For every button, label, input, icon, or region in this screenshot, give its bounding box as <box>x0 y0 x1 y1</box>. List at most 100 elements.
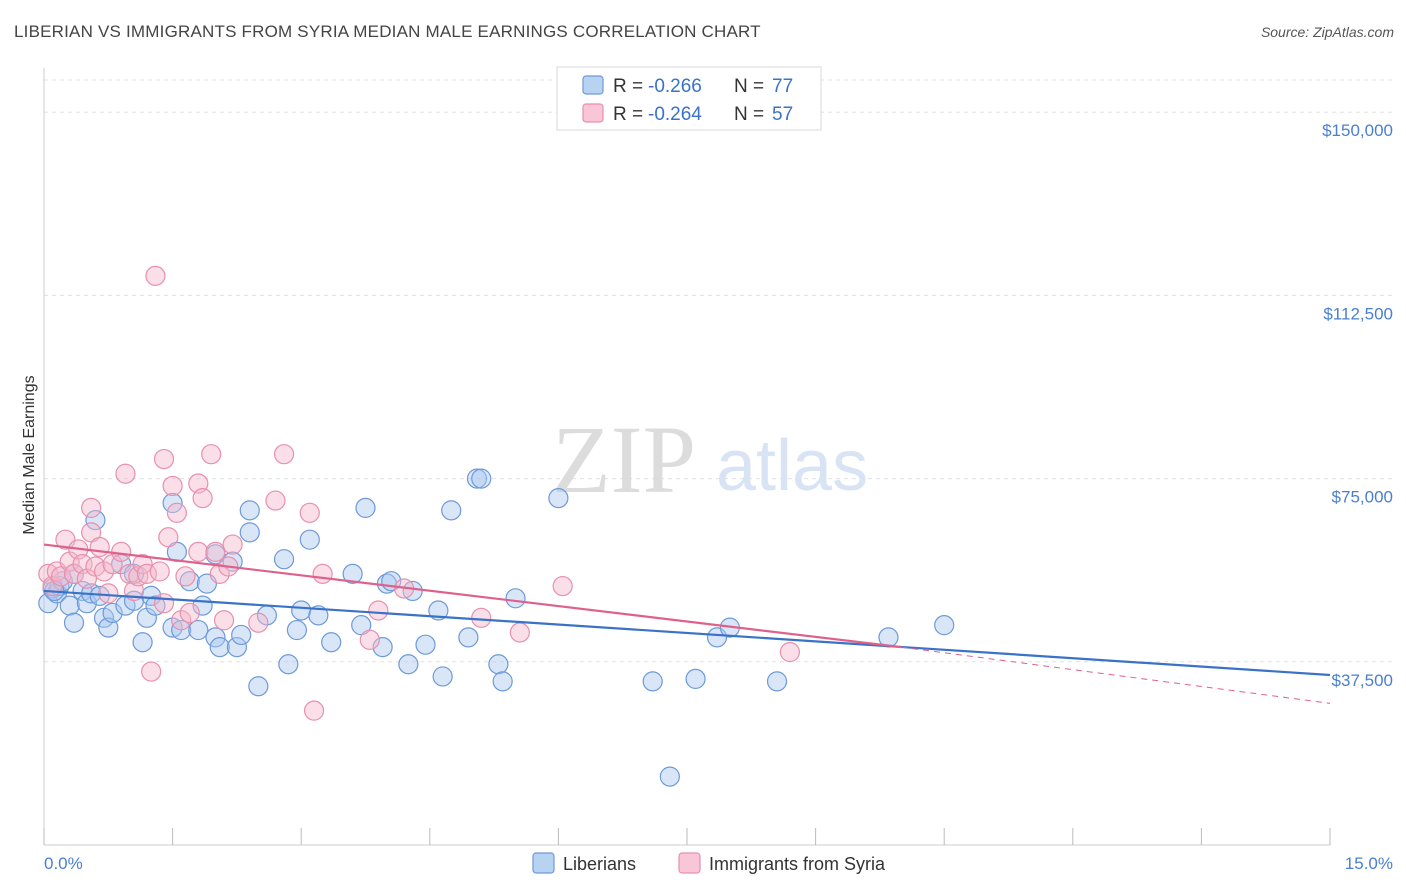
legend-swatch-pink <box>582 103 604 123</box>
y-axis-title: Median Male Earnings <box>21 375 38 534</box>
point-liberians-5 <box>59 595 80 616</box>
point-liberians-19 <box>132 632 153 653</box>
point-syria-37 <box>201 444 222 465</box>
chart-title: LIBERIAN VS IMMIGRANTS FROM SYRIA MEDIAN… <box>14 22 761 41</box>
point-liberians-7 <box>63 612 85 633</box>
point-liberians-32 <box>205 627 226 648</box>
y-tick-label-1: $75,000 <box>1332 488 1393 507</box>
point-syria-56 <box>145 265 166 286</box>
point-liberians-36 <box>231 624 252 646</box>
point-syria-29 <box>162 475 183 497</box>
y-tick-label-2: $112,500 <box>1323 304 1393 323</box>
point-syria-43 <box>248 612 269 633</box>
point-liberians-23 <box>162 492 183 514</box>
trend-extension-syria <box>901 646 1331 704</box>
point-liberians-11 <box>85 510 106 531</box>
point-liberians-66 <box>548 488 569 509</box>
point-liberians-45 <box>299 529 320 550</box>
legend-n-label-2: N = <box>734 104 764 125</box>
point-syria-27 <box>153 593 175 614</box>
legend-r-label-2: R = <box>613 104 643 125</box>
point-liberians-37 <box>239 522 260 543</box>
point-syria-10 <box>81 497 102 519</box>
watermark-atlas: atlas <box>716 426 868 506</box>
point-syria-32 <box>175 566 196 587</box>
point-liberians-35 <box>226 637 247 658</box>
point-syria-21 <box>128 566 149 587</box>
point-syria-14 <box>93 561 115 582</box>
point-syria-45 <box>273 444 295 465</box>
series-immigrants-from-syria <box>38 265 800 721</box>
point-syria-36 <box>192 488 213 509</box>
grid-lines <box>44 79 1395 663</box>
trend-line-syria <box>43 543 902 649</box>
point-syria-31 <box>171 610 192 631</box>
trend-lines <box>43 543 1331 704</box>
point-syria-46 <box>299 502 320 523</box>
point-syria-49 <box>359 629 380 650</box>
point-liberians-64 <box>492 671 513 692</box>
point-liberians-28 <box>188 619 209 641</box>
point-syria-48 <box>312 563 333 584</box>
point-liberians-60 <box>458 627 479 648</box>
point-liberians-67 <box>642 671 663 692</box>
point-syria-30 <box>166 502 187 523</box>
point-liberians-69 <box>685 668 706 689</box>
point-liberians-62 <box>471 468 492 489</box>
point-liberians-57 <box>428 600 449 621</box>
point-liberians-39 <box>248 676 269 697</box>
point-liberians-46 <box>308 605 329 626</box>
point-syria-53 <box>509 622 530 643</box>
y-tick-labels: $37,500 $75,000 $112,500 $150,000 <box>1322 121 1393 690</box>
legend-n-label-1: N = <box>734 76 764 97</box>
point-syria-22 <box>132 553 153 575</box>
point-syria-38 <box>205 541 226 562</box>
point-syria-25 <box>149 561 170 582</box>
point-liberians-55 <box>402 580 423 602</box>
legend-n-value-1: 77 <box>772 76 793 97</box>
trend-line-liberians <box>43 589 1331 677</box>
x-tick-label-min: 0.0% <box>44 854 83 873</box>
point-liberians-38 <box>239 500 260 521</box>
point-syria-34 <box>188 541 209 562</box>
point-liberians-24 <box>162 617 183 638</box>
point-syria-18 <box>115 463 136 484</box>
legend-r-label-1: R = <box>613 76 643 97</box>
legend-swatch-blue <box>582 75 604 95</box>
point-liberians-43 <box>286 619 308 641</box>
watermark-zip: ZIP <box>552 406 696 513</box>
point-syria-55 <box>779 641 800 663</box>
point-liberians-22 <box>145 595 166 616</box>
point-syria-52 <box>471 607 492 628</box>
point-liberians-42 <box>278 654 299 675</box>
point-liberians-48 <box>342 563 363 584</box>
point-syria-44 <box>265 490 286 511</box>
point-syria-15 <box>98 583 119 604</box>
point-syria-0 <box>38 563 59 584</box>
point-liberians-14 <box>102 602 123 624</box>
watermark: ZIP atlas <box>552 406 868 513</box>
point-syria-40 <box>213 610 235 631</box>
point-liberians-56 <box>415 634 436 655</box>
bottom-legend-label-syria: Immigrants from Syria <box>709 854 886 874</box>
point-liberians-47 <box>321 632 342 653</box>
y-tick-label-3: $150,000 <box>1322 121 1393 140</box>
point-syria-54 <box>552 575 573 597</box>
point-syria-26 <box>153 448 175 470</box>
point-liberians-59 <box>441 500 462 521</box>
point-liberians-65 <box>505 588 526 609</box>
bottom-legend-label-liberians: Liberians <box>563 854 636 874</box>
point-liberians-54 <box>398 654 419 675</box>
point-liberians-33 <box>209 637 230 658</box>
point-syria-24 <box>141 661 162 682</box>
point-syria-17 <box>111 541 132 562</box>
point-syria-28 <box>158 527 179 548</box>
bottom-legend-swatch-liberians <box>532 852 555 874</box>
legend-n-value-2: 57 <box>772 104 793 125</box>
point-liberians-72 <box>766 671 788 692</box>
point-syria-33 <box>179 602 200 624</box>
x-tick-label-max: 15.0% <box>1345 854 1393 873</box>
point-syria-39 <box>209 563 230 584</box>
point-syria-13 <box>89 536 110 558</box>
